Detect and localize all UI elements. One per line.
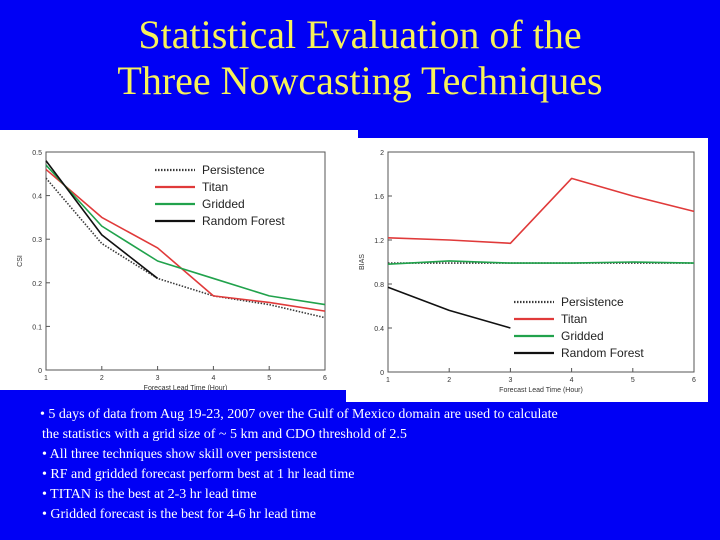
slide-title: Statistical Evaluation of the Three Nowc… bbox=[0, 12, 720, 104]
bullet-list: • 5 days of data from Aug 19-23, 2007 ov… bbox=[40, 405, 702, 525]
series-line-gridded bbox=[45, 164, 326, 306]
x-tick-label: 5 bbox=[267, 375, 271, 382]
x-tick-label: 5 bbox=[631, 377, 635, 384]
x-tick-label: 3 bbox=[508, 377, 512, 384]
y-tick-label: 0.1 bbox=[32, 324, 42, 331]
y-tick-label: 2 bbox=[380, 150, 384, 157]
title-line-2: Three Nowcasting Techniques bbox=[117, 58, 603, 103]
y-axis-label: CSI bbox=[17, 255, 24, 267]
legend-label-persistence: Persistence bbox=[202, 163, 265, 177]
bias-line-chart: 0 0.4 0.8 1.2 1.6 2 1 2 3 4 5 6 Forecast Lead Time (… bbox=[359, 150, 696, 394]
bullet-item: • 5 days of data from Aug 19-23, 2007 ov… bbox=[40, 407, 558, 422]
plot-frame bbox=[45, 151, 326, 371]
x-axis-label: Forecast Lead Time (Hour) bbox=[144, 385, 228, 390]
y-tick-label: 1.2 bbox=[374, 238, 384, 245]
x-tick-label: 2 bbox=[447, 377, 451, 384]
legend-label-gridded: Gridded bbox=[561, 329, 604, 343]
x-tick-label: 1 bbox=[386, 377, 390, 384]
legend-label-persistence: Persistence bbox=[561, 295, 624, 309]
series-line-random-forest bbox=[387, 286, 511, 329]
x-tick-label: 6 bbox=[323, 375, 327, 382]
y-tick-label: 0.4 bbox=[32, 194, 42, 201]
plot-frame bbox=[387, 151, 695, 373]
y-tick-label: 0.4 bbox=[374, 326, 384, 333]
legend-label-random-forest: Random Forest bbox=[202, 214, 285, 228]
legend-label-random-forest: Random Forest bbox=[561, 346, 644, 360]
bullet-item: • TITAN is the best at 2-3 hr lead time bbox=[42, 487, 257, 502]
x-tick-label: 4 bbox=[570, 377, 574, 384]
y-tick-label: 0.2 bbox=[32, 281, 42, 288]
csi-line-chart: 0 0.1 0.2 0.3 0.4 0.5 1 2 3 4 5 6 Forecast Lead Time… bbox=[17, 150, 327, 392]
x-tick-label: 2 bbox=[100, 375, 104, 382]
csi-chart-panel: 0 0.1 0.2 0.3 0.4 0.5 1 2 3 4 5 6 Forecast Lead Time… bbox=[0, 130, 358, 392]
x-tick-label: 4 bbox=[211, 375, 215, 382]
y-tick-label: 0.8 bbox=[374, 282, 384, 289]
x-axis-label: Forecast Lead Time (Hour) bbox=[499, 387, 583, 394]
x-tick-label: 6 bbox=[692, 377, 696, 384]
legend-label-titan: Titan bbox=[561, 312, 587, 326]
y-tick-label: 0.3 bbox=[32, 237, 42, 244]
bullet-item: • Gridded forecast is the best for 4-6 h… bbox=[42, 507, 316, 522]
title-line-1: Statistical Evaluation of the bbox=[138, 12, 582, 57]
series-line-titan bbox=[45, 168, 326, 312]
series-line-titan bbox=[387, 177, 695, 245]
series-line-persistence bbox=[45, 177, 326, 319]
legend-label-titan: Titan bbox=[202, 180, 228, 194]
bullet-item: • All three techniques show skill over p… bbox=[42, 447, 318, 462]
series-line-random-forest bbox=[45, 160, 159, 280]
x-tick-label: 1 bbox=[44, 375, 48, 382]
series-line-gridded bbox=[387, 260, 695, 265]
y-tick-label: 0.5 bbox=[32, 150, 42, 157]
y-tick-label: 0 bbox=[380, 370, 384, 377]
bullet-item: the statistics with a grid size of ~ 5 k… bbox=[42, 427, 407, 442]
bias-chart-panel: 0 0.4 0.8 1.2 1.6 2 1 2 3 4 5 6 Forecast Lead Time (… bbox=[346, 138, 708, 402]
x-tick-label: 3 bbox=[156, 375, 160, 382]
y-tick-label: 1.6 bbox=[374, 194, 384, 201]
y-axis-label: BIAS bbox=[359, 254, 366, 270]
legend-label-gridded: Gridded bbox=[202, 197, 245, 211]
bullet-item: • RF and gridded forecast perform best a… bbox=[42, 467, 355, 482]
y-tick-label: 0 bbox=[38, 368, 42, 375]
